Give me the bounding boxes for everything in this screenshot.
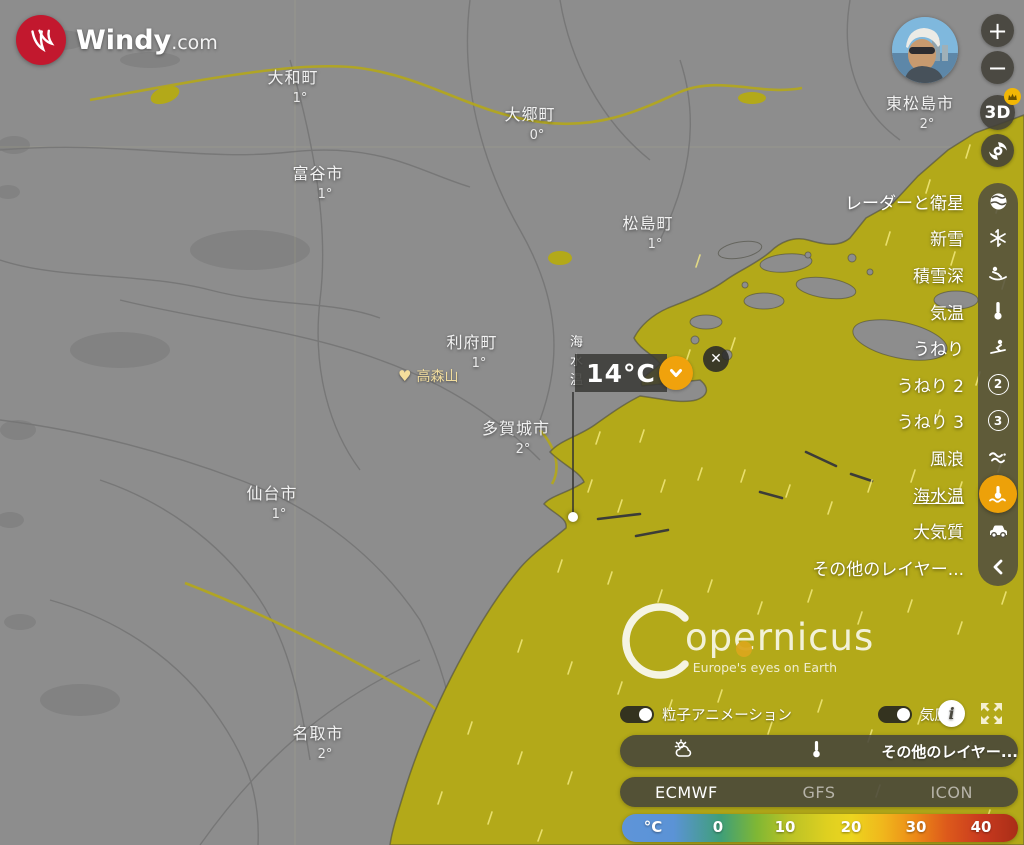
layer-item-radar-satellite[interactable]: レーダーと衛星 (638, 183, 1018, 220)
picker-value-box[interactable]: 14°C (575, 354, 667, 392)
circle-2-icon: 2 (987, 373, 1009, 395)
zoom-in-button[interactable]: + (981, 14, 1014, 47)
overlay-controls-row: 粒子アニメーション 気圧 i (620, 700, 1020, 727)
picker-close-button[interactable]: ✕ (703, 346, 729, 372)
pressure-toggle[interactable] (877, 705, 912, 723)
sea-surface[interactable] (389, 114, 1024, 845)
legend-tick: 10 (774, 818, 796, 836)
terrain-shading (0, 30, 310, 716)
legend-tick: 20 (840, 818, 862, 836)
heart-icon: ♥ (398, 367, 412, 385)
zoom-out-button[interactable]: − (981, 51, 1014, 84)
thermometer-icon (978, 301, 1018, 321)
model-icon[interactable]: ICON (930, 782, 973, 802)
partly-cloudy-icon (673, 739, 697, 763)
windy-logo-text: Windy.com (76, 24, 218, 56)
legend-tick: 30 (905, 818, 927, 836)
toggle-knob (896, 707, 910, 721)
fullscreen-button[interactable] (978, 700, 1005, 727)
user-avatar[interactable] (892, 17, 958, 83)
favorite-marker[interactable]: ♥ 高森山 (398, 366, 458, 386)
layer-menu: レーダーと衛星 新雪 積雪深 気温 (638, 183, 1018, 586)
car-icon (978, 523, 1018, 539)
layer-item-sea-temperature[interactable]: 海水温 (638, 475, 1018, 514)
picker-value: 14°C (586, 358, 656, 388)
roads (0, 0, 901, 845)
model-ecmwf[interactable]: ECMWF (655, 782, 718, 802)
quick-more-layers[interactable]: その他のレイヤー... (881, 742, 1018, 761)
hurricane-tracker-button[interactable] (981, 134, 1014, 167)
layer-item-swell[interactable]: うねり (638, 329, 1018, 366)
picker-expand-button[interactable] (659, 356, 693, 390)
temperature-legend[interactable]: °C 0 10 20 30 40 (622, 814, 1018, 842)
snowflake-icon (978, 229, 1018, 247)
legend-tick: 0 (712, 818, 724, 836)
islands (689, 240, 979, 361)
legend-tick: 40 (970, 818, 992, 836)
layer-item-air-quality[interactable]: 大気質 (638, 512, 1018, 549)
model-gfs[interactable]: GFS (802, 782, 836, 802)
layer-item-temperature[interactable]: 気温 (638, 293, 1018, 330)
sledding-icon (978, 265, 1018, 283)
favorite-label: 高森山 (416, 369, 459, 385)
layer-item-more-layers[interactable]: その他のレイヤー... (638, 549, 1018, 586)
premium-crown-icon (1004, 88, 1021, 105)
thermometer-icon (811, 740, 822, 763)
layer-item-new-snow[interactable]: 新雪 (638, 220, 1018, 257)
quick-layers-bar: その他のレイヤー... (620, 735, 1018, 767)
particle-animation-toggle[interactable] (620, 705, 654, 723)
lakes (150, 85, 766, 265)
circle-3-icon: 3 (987, 410, 1009, 432)
info-button[interactable]: i (938, 700, 965, 727)
quick-layer-weather[interactable] (620, 735, 751, 767)
sea-temperature-icon (979, 475, 1017, 514)
surfer-icon (978, 339, 1018, 357)
layer-item-snow-depth[interactable]: 積雪深 (638, 256, 1018, 293)
windy-logo[interactable]: Windy.com (16, 15, 218, 65)
layer-item-swell-3[interactable]: うねり 3 3 (638, 403, 1018, 440)
wind-waves-icon (978, 449, 1018, 465)
windy-logo-icon (16, 15, 66, 65)
particle-animation-label[interactable]: 粒子アニメーション (662, 707, 792, 724)
legend-unit: °C (643, 818, 663, 836)
layer-item-swell-2[interactable]: うねり 2 2 (638, 366, 1018, 403)
globe-icon (978, 192, 1018, 211)
chevron-left-icon (978, 559, 1018, 575)
forecast-model-bar: ECMWF GFS ICON (620, 777, 1018, 807)
layer-item-wind-waves[interactable]: 風浪 (638, 439, 1018, 476)
breakwaters (596, 450, 874, 538)
toggle-knob (639, 707, 652, 721)
quick-layer-temperature[interactable] (751, 735, 882, 767)
